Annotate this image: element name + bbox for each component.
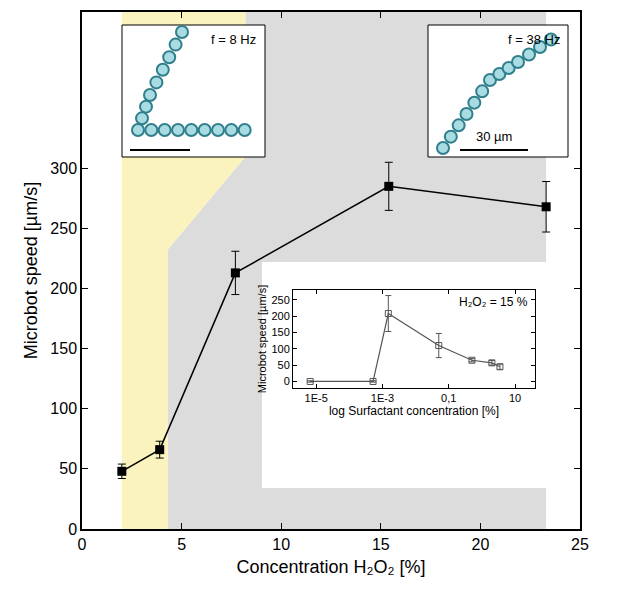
svg-text:100: 100: [271, 343, 289, 355]
svg-text:1E-5: 1E-5: [305, 392, 328, 404]
svg-text:0,1: 0,1: [441, 392, 456, 404]
svg-text:30 µm: 30 µm: [476, 129, 512, 144]
svg-text:50: 50: [278, 359, 290, 371]
svg-text:f = 8 Hz: f = 8 Hz: [211, 32, 256, 47]
svg-text:300: 300: [50, 160, 77, 177]
svg-text:H₂O₂ = 15 %: H₂O₂ = 15 %: [459, 295, 528, 309]
svg-text:f = 38 Hz: f = 38 Hz: [508, 32, 560, 47]
svg-text:0: 0: [284, 375, 290, 387]
svg-text:200: 200: [50, 280, 77, 297]
svg-text:5: 5: [177, 536, 186, 553]
svg-text:25: 25: [571, 536, 589, 553]
svg-text:10: 10: [509, 392, 521, 404]
svg-text:250: 250: [271, 294, 289, 306]
svg-text:0: 0: [68, 521, 77, 538]
svg-text:200: 200: [271, 310, 289, 322]
svg-text:50: 50: [59, 460, 77, 477]
svg-text:1E-3: 1E-3: [371, 392, 394, 404]
svg-text:Microbot speed [µm/s]: Microbot speed [µm/s]: [21, 182, 41, 359]
svg-text:0: 0: [78, 536, 87, 553]
svg-text:150: 150: [50, 340, 77, 357]
svg-text:150: 150: [271, 326, 289, 338]
svg-text:100: 100: [50, 400, 77, 417]
svg-text:20: 20: [472, 536, 490, 553]
svg-text:250: 250: [50, 220, 77, 237]
svg-text:10: 10: [272, 536, 290, 553]
svg-text:log Surfactant concentration [: log Surfactant concentration [%]: [329, 404, 499, 418]
svg-text:15: 15: [372, 536, 390, 553]
svg-text:Microbot speed [µm/s]: Microbot speed [µm/s]: [256, 285, 268, 393]
svg-text:Concentration H₂O₂ [%]: Concentration H₂O₂ [%]: [236, 557, 425, 577]
